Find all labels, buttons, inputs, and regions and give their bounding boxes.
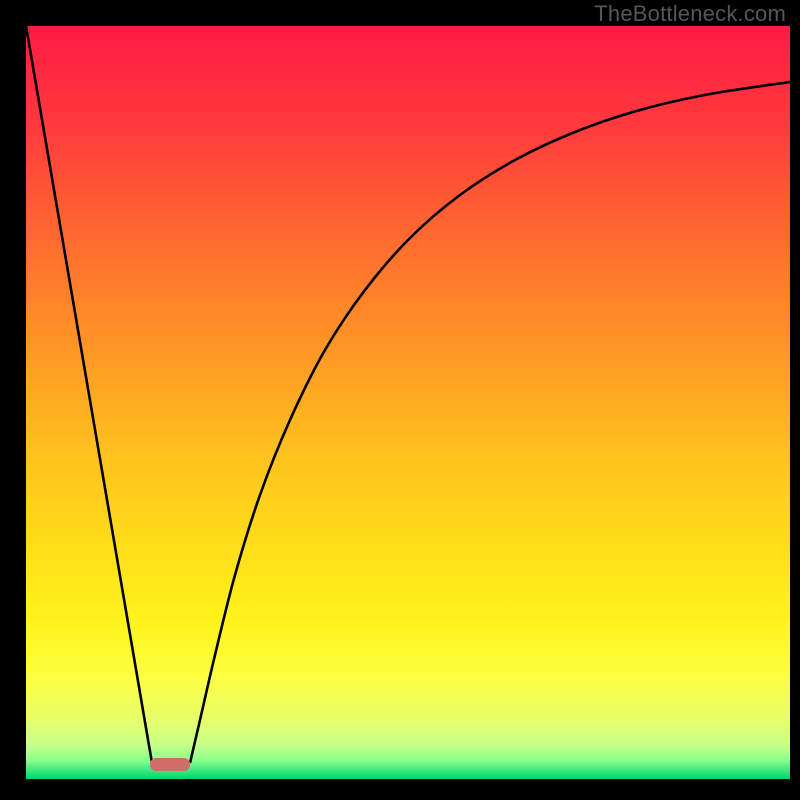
chart-container: TheBottleneck.com	[0, 0, 800, 800]
watermark-text: TheBottleneck.com	[594, 1, 786, 27]
optimum-marker	[150, 758, 190, 771]
plot-background	[26, 26, 790, 779]
frame-bottom	[0, 779, 800, 800]
frame-right	[790, 0, 800, 800]
frame-left	[0, 0, 26, 800]
chart-svg	[0, 0, 800, 800]
